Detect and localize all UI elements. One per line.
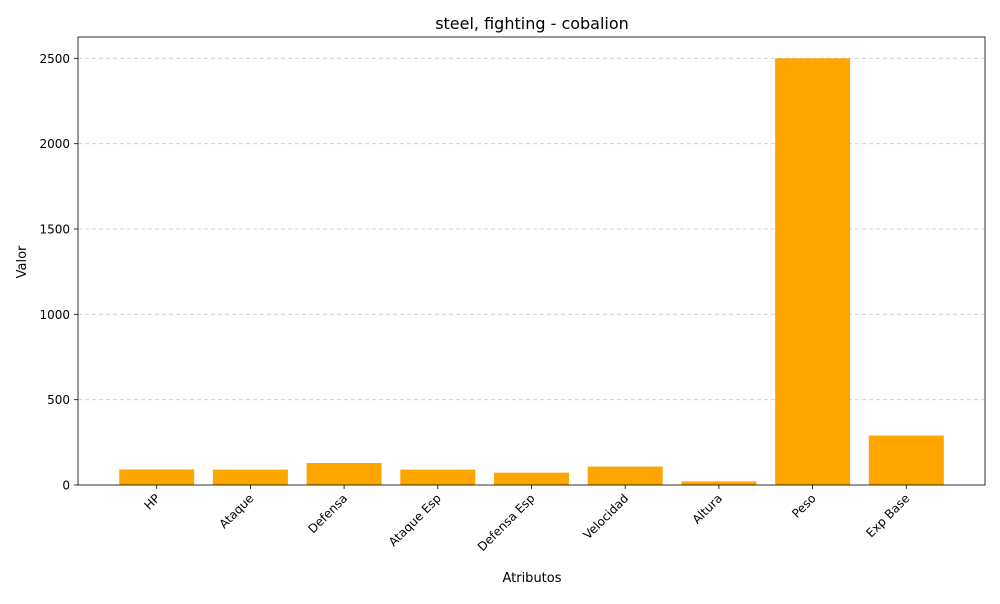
bar-velocidad (587, 466, 663, 485)
bar-exp-base (868, 435, 944, 485)
bar-ataque (212, 469, 288, 485)
bars (119, 58, 944, 485)
bar-hp (119, 469, 195, 485)
y-tick-label: 2000 (39, 137, 70, 151)
x-tick-label: Altura (690, 491, 725, 526)
y-tick-label: 1500 (39, 223, 70, 237)
y-tick-label: 1000 (39, 308, 70, 322)
x-tick-label: HP (141, 491, 162, 512)
x-tick-label: Ataque (216, 491, 256, 531)
x-tick-label: Velocidad (581, 491, 632, 542)
y-tick-label: 0 (62, 479, 70, 493)
bar-defensa (306, 462, 382, 485)
y-axis-label: Valor (15, 245, 30, 278)
y-tick-label: 500 (47, 393, 70, 407)
bar-defensa-esp (494, 472, 569, 485)
x-tick-label: Defensa Esp (475, 491, 538, 554)
x-tick-label: Defensa (305, 491, 350, 536)
bar-peso (775, 58, 851, 485)
x-tick-label: Ataque Esp (386, 491, 444, 549)
x-tick-label: Peso (789, 491, 819, 521)
y-tick-label: 2500 (39, 52, 70, 66)
chart-title: steel, fighting - cobalion (435, 14, 629, 33)
x-axis-label: Atributos (502, 571, 561, 586)
x-tick-label: Exp Base (863, 491, 912, 540)
bar-ataque-esp (400, 469, 476, 485)
bar-altura (681, 481, 757, 485)
